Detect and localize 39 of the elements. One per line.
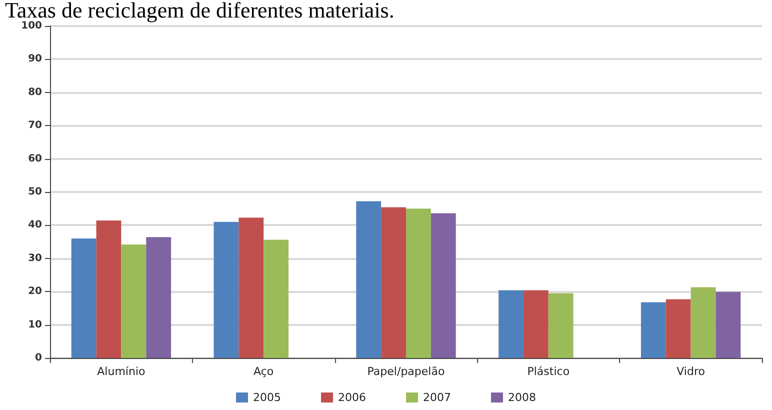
y-tick-label: 60 — [28, 153, 42, 164]
bar — [690, 287, 716, 358]
legend-label: 2007 — [423, 391, 451, 404]
x-tick-label: Papel/papelão — [367, 365, 445, 378]
y-tick-label: 70 — [28, 120, 42, 132]
y-tick-label: 50 — [28, 186, 42, 198]
y-tick-label: 90 — [28, 54, 42, 65]
legend-label: 2006 — [338, 391, 366, 404]
bar — [640, 302, 666, 358]
bar — [548, 293, 574, 358]
y-tick-label: 10 — [28, 319, 42, 330]
bar — [121, 244, 146, 358]
bar — [238, 218, 264, 358]
y-tick-label: 30 — [28, 252, 42, 264]
y-tick-label: 40 — [28, 220, 42, 231]
y-tick-label: 80 — [28, 86, 42, 98]
bar — [716, 292, 741, 358]
chart-title: Taxas de reciclagem de diferentes materiais. — [5, 0, 394, 22]
x-tick-label: Plástico — [527, 365, 570, 378]
legend-label: 2005 — [253, 391, 282, 404]
bar — [406, 208, 431, 358]
bar — [381, 207, 406, 358]
bar — [264, 240, 289, 358]
bar — [214, 222, 239, 358]
bar — [523, 290, 548, 358]
x-tick-label: Vidro — [676, 365, 706, 378]
bar — [430, 213, 456, 358]
x-tick-label: Alumínio — [97, 365, 146, 378]
bar — [666, 299, 691, 358]
bar — [498, 290, 524, 358]
bar — [71, 238, 96, 358]
y-tick-label: 20 — [28, 286, 42, 298]
y-tick-label: 100 — [21, 20, 42, 32]
x-tick-label: Aço — [254, 365, 274, 378]
bar — [356, 201, 382, 358]
legend-label: 2008 — [508, 391, 536, 404]
y-tick-label: 0 — [35, 352, 42, 364]
bar — [146, 237, 172, 358]
bar — [96, 220, 122, 358]
